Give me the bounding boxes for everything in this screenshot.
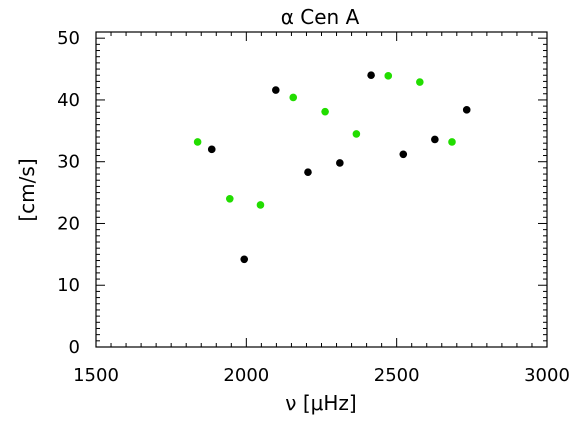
data-point-black	[271, 86, 280, 94]
data-point-green	[193, 138, 202, 146]
y-tick-label: 0	[69, 337, 80, 358]
data-point-green	[256, 201, 265, 209]
y-tick-label: 40	[57, 90, 80, 111]
data-point-black	[431, 135, 439, 144]
axis-ticks	[95, 31, 548, 348]
data-point-green	[321, 107, 329, 116]
data-points	[193, 71, 471, 264]
data-point-black	[399, 150, 408, 159]
x-tick-label: 2000	[223, 365, 269, 386]
data-point-green	[289, 93, 298, 102]
y-axis-label: [cm/s]	[15, 158, 39, 221]
x-tick-label: 1500	[73, 365, 119, 386]
data-point-green	[225, 194, 234, 203]
data-point-green	[448, 138, 456, 146]
data-point-green	[352, 130, 361, 138]
data-point-black	[207, 145, 216, 154]
x-axis-label: ν [μHz]	[285, 391, 356, 415]
y-tick-label: 50	[57, 28, 80, 49]
data-point-black	[336, 159, 344, 167]
y-tick-label: 20	[57, 213, 80, 234]
data-point-black	[462, 106, 471, 114]
chart-title: α Cen A	[281, 5, 360, 29]
data-point-black	[367, 71, 375, 80]
x-tick-label: 3000	[524, 365, 570, 386]
plot-frame	[95, 31, 548, 348]
tick-labels: 1500 2000 2500 3000 0 10 20 30 40 50	[57, 28, 570, 386]
y-tick-label: 30	[57, 152, 80, 173]
data-point-green	[416, 78, 424, 86]
data-point-black	[240, 255, 249, 264]
x-tick-label: 2500	[374, 365, 420, 386]
data-point-black	[304, 168, 312, 177]
data-point-green	[384, 72, 393, 80]
y-tick-label: 10	[57, 275, 80, 296]
